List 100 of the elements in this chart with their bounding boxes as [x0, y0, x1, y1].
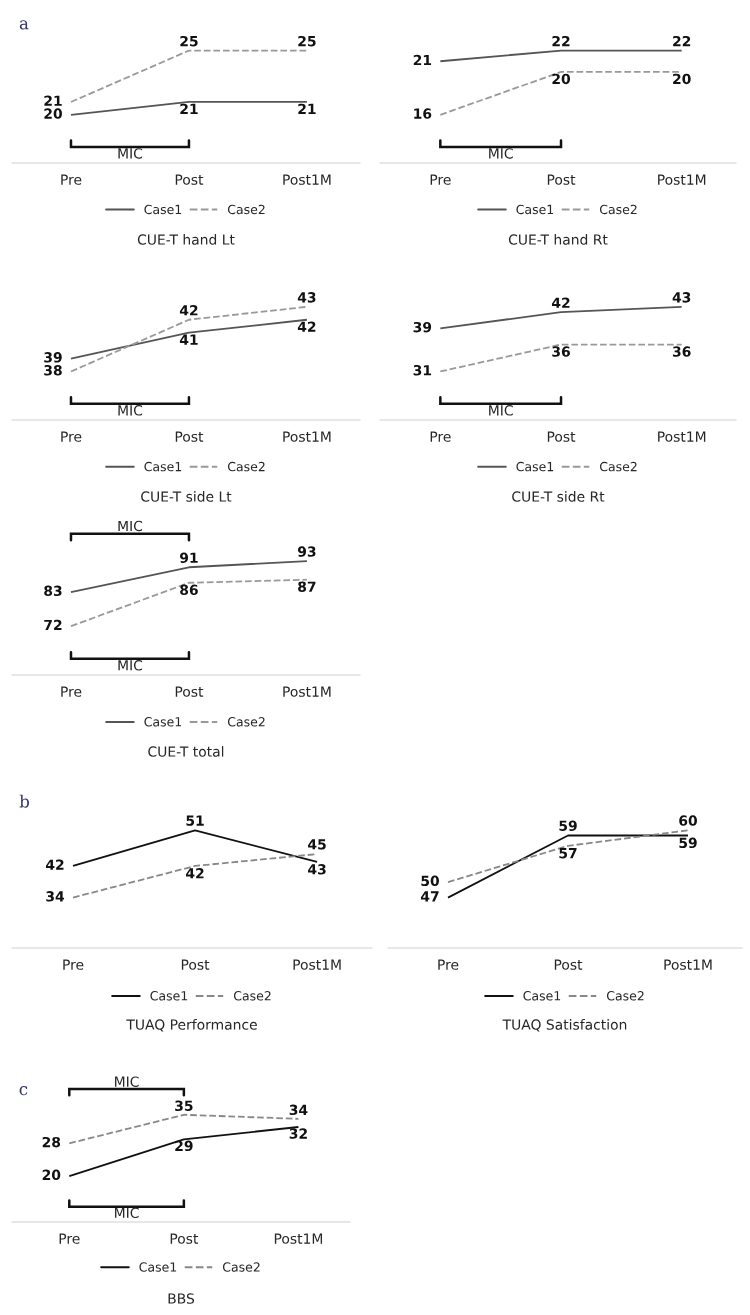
text: CUE-T side Rt: [512, 491, 605, 502]
x-tick-label: Pre: [430, 174, 451, 185]
data-label: 20: [552, 73, 571, 85]
text: CUE-T total: [148, 746, 224, 757]
legend-label: Case2: [606, 991, 644, 1001]
x-tick-label: Pre: [61, 174, 82, 185]
data-label: 20: [42, 1169, 61, 1181]
x-tick-label: Post: [181, 959, 210, 970]
x-tick-label: Post1M: [664, 959, 712, 970]
data-label: 16: [414, 108, 432, 119]
x-tick-label: Post: [170, 1233, 199, 1244]
chart-subtitle: b: [19, 794, 30, 808]
x-tick-label: Pre: [61, 431, 82, 442]
data-label: 42: [45, 859, 64, 870]
data-label: 20: [44, 108, 62, 119]
text: MIC: [118, 405, 143, 416]
data-label: 86: [180, 584, 198, 596]
x-tick-label: Post1M: [283, 431, 331, 442]
text: MIC: [115, 1076, 139, 1087]
legend-label: Case1: [144, 204, 182, 215]
legend-label: Case2: [222, 1262, 260, 1272]
data-label: 87: [298, 581, 316, 592]
legend-label: Case1: [150, 991, 188, 1001]
data-label: 29: [175, 1140, 193, 1152]
data-label: 60: [679, 815, 697, 826]
legend-label: Case2: [227, 461, 265, 472]
data-label: 45: [308, 839, 326, 850]
text: MIC: [118, 520, 143, 532]
data-label: 42: [186, 867, 204, 879]
text: BBS: [168, 1293, 195, 1304]
x-tick-label: Post: [175, 431, 204, 442]
data-label: 43: [672, 292, 691, 303]
x-tick-label: Post: [175, 174, 204, 185]
text: TUAQ Performance: [126, 1019, 257, 1032]
x-tick-label: Post: [554, 959, 583, 970]
x-tick-label: Post: [175, 686, 204, 697]
data-label: 59: [559, 820, 577, 832]
data-label: 32: [289, 1128, 307, 1139]
data-label: 25: [298, 35, 316, 47]
legend-label: Case1: [523, 991, 561, 1001]
data-label: 25: [180, 35, 198, 47]
legend-label: Case2: [599, 461, 637, 472]
data-label: 42: [551, 297, 570, 308]
data-label: 39: [413, 321, 432, 333]
x-tick-label: Post1M: [658, 174, 706, 185]
data-label: 20: [673, 73, 691, 85]
legend-label: Case1: [516, 204, 554, 215]
x-tick-label: Post: [547, 431, 576, 442]
legend-label: Case1: [139, 1262, 177, 1272]
data-label: 91: [180, 552, 198, 564]
data-label: 36: [672, 346, 691, 357]
x-tick-label: Pre: [63, 959, 84, 970]
x-tick-label: Pre: [61, 686, 82, 697]
data-label: 43: [297, 292, 316, 303]
legend-label: Case2: [227, 717, 265, 727]
text: MIC: [115, 1207, 139, 1219]
data-label: 21: [413, 54, 432, 66]
data-label: 21: [44, 95, 62, 106]
text: MIC: [489, 405, 513, 416]
data-label: 51: [186, 815, 204, 826]
data-label: 34: [289, 1104, 308, 1116]
text: TUAQ Satisfaction: [502, 1019, 627, 1032]
data-label: 57: [559, 848, 577, 859]
text: CUE-T side Lt: [141, 491, 232, 502]
x-tick-label: Pre: [430, 431, 451, 442]
data-label: 47: [420, 891, 439, 902]
x-tick-label: Post: [547, 174, 576, 185]
text: MIC: [118, 660, 143, 671]
data-label: 21: [180, 103, 198, 114]
text: CUE-T hand Rt: [508, 234, 608, 245]
data-label: 50: [421, 875, 439, 887]
data-label: 38: [44, 365, 62, 376]
text: MIC: [118, 148, 143, 159]
data-label: 42: [297, 321, 316, 332]
data-label: 22: [673, 35, 691, 47]
legend-label: Case2: [233, 991, 271, 1001]
data-label: 59: [679, 837, 697, 849]
x-tick-label: Pre: [59, 1233, 80, 1244]
legend-label: Case1: [144, 461, 182, 472]
data-label: 39: [44, 352, 62, 363]
data-label: 42: [179, 305, 198, 316]
data-label: 41: [179, 334, 198, 345]
legend-label: Case2: [599, 204, 637, 215]
text: CUE-T hand Lt: [137, 234, 235, 245]
legend-label: Case2: [227, 204, 265, 215]
data-label: 22: [552, 35, 570, 47]
chart-subtitle: a: [19, 20, 29, 30]
text: MIC: [489, 148, 513, 159]
legend-label: Case1: [516, 461, 554, 472]
legend-label: Case1: [144, 717, 182, 727]
data-label: 31: [413, 365, 432, 376]
x-tick-label: Post1M: [283, 174, 331, 185]
data-label: 72: [44, 619, 62, 630]
data-label: 43: [308, 864, 326, 875]
x-tick-label: Post1M: [274, 1233, 323, 1244]
x-tick-label: Pre: [438, 959, 459, 970]
x-tick-label: Post1M: [658, 431, 706, 442]
data-label: 28: [42, 1136, 61, 1148]
data-label: 36: [552, 346, 570, 357]
data-label: 34: [46, 891, 65, 902]
